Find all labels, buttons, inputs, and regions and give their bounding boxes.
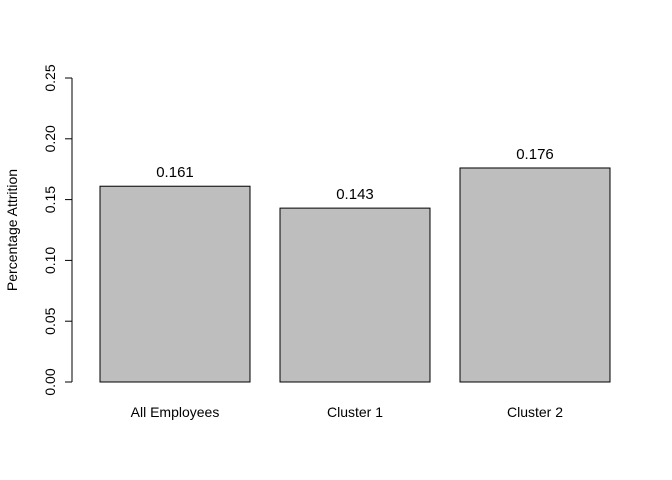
y-axis-title: Percentage Attrition [4, 169, 20, 291]
category-label: Cluster 2 [507, 404, 563, 420]
category-label: All Employees [131, 404, 220, 420]
y-tick-label: 0.05 [42, 307, 58, 334]
bars [99, 167, 611, 383]
bar-value-label: 0.176 [516, 146, 554, 163]
category-label: Cluster 1 [327, 404, 383, 420]
bar [99, 185, 251, 383]
bar [459, 167, 611, 383]
y-tick-label: 0.10 [42, 247, 58, 274]
bar-value-label: 0.143 [336, 186, 374, 203]
y-axis: 0.00 0.05 0.10 0.15 0.20 0.25 [42, 64, 73, 396]
y-tick-label: 0.00 [42, 368, 58, 395]
x-axis-labels: All Employees Cluster 1 Cluster 2 [131, 404, 564, 420]
y-tick-label: 0.20 [42, 125, 58, 152]
data-labels: 0.161 0.143 0.176 [156, 146, 554, 203]
bar-value-label: 0.161 [156, 164, 194, 181]
y-tick-label: 0.15 [42, 186, 58, 213]
y-tick-label: 0.25 [42, 64, 58, 91]
bar [279, 207, 431, 383]
